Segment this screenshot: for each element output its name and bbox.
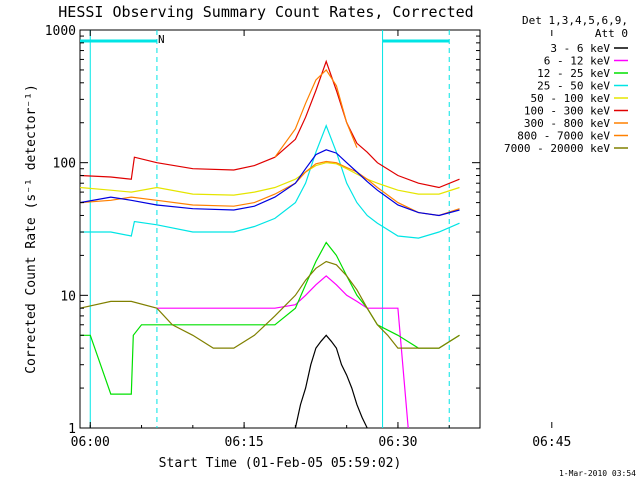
y-axis-ticks: 1 10 100 1000 [45, 24, 480, 437]
series-line-7 [274, 68, 358, 158]
y-tick-label: 1000 [45, 24, 76, 39]
series-line-2 [80, 241, 460, 395]
legend-label: 7000 - 20000 keV [504, 142, 610, 155]
y-axis-label: Corrected Count Rate (s⁻¹ detector⁻¹) [24, 84, 39, 374]
footer-timestamp: 1-Mar-2010 03:54 [559, 469, 636, 478]
series-line-1 [156, 275, 409, 429]
y-tick-label: 1 [68, 422, 76, 437]
reference-lines [80, 30, 450, 428]
legend-label: 3 - 6 keV [550, 42, 610, 55]
series-line-5 [79, 59, 460, 189]
legend-label: 25 - 50 keV [537, 80, 610, 93]
x-axis-label: Start Time (01-Feb-05 05:59:02) [159, 456, 402, 471]
legend-header: Det 1,3,4,5,6,9, [522, 14, 628, 27]
series-lines [79, 59, 460, 429]
chart-title: HESSI Observing Summary Count Rates, Cor… [58, 3, 473, 21]
y-tick-label: 10 [60, 289, 76, 304]
legend-label: 6 - 12 keV [544, 55, 611, 68]
legend-label: 12 - 25 keV [537, 67, 610, 80]
series-line-blue [79, 149, 460, 217]
x-tick-label: 06:45 [532, 435, 571, 450]
legend-label: 50 - 100 keV [531, 92, 611, 105]
legend-label: 100 - 300 keV [524, 105, 610, 118]
series-line-6 [79, 160, 460, 217]
legend-label: 300 - 800 keV [524, 117, 610, 130]
x-tick-label: 06:30 [378, 435, 417, 450]
plot-area [79, 29, 481, 429]
night-label: N [158, 33, 165, 46]
series-line-4 [79, 162, 460, 196]
x-tick-label: 06:00 [71, 435, 110, 450]
series-line-3 [80, 124, 460, 239]
y-tick-label: 100 [53, 157, 76, 172]
series-line-0 [294, 334, 368, 429]
legend-header: Att 0 [595, 27, 628, 40]
legend-label: 800 - 7000 keV [517, 130, 610, 143]
series-line-8 [79, 260, 460, 349]
x-tick-label: 06:15 [225, 435, 264, 450]
